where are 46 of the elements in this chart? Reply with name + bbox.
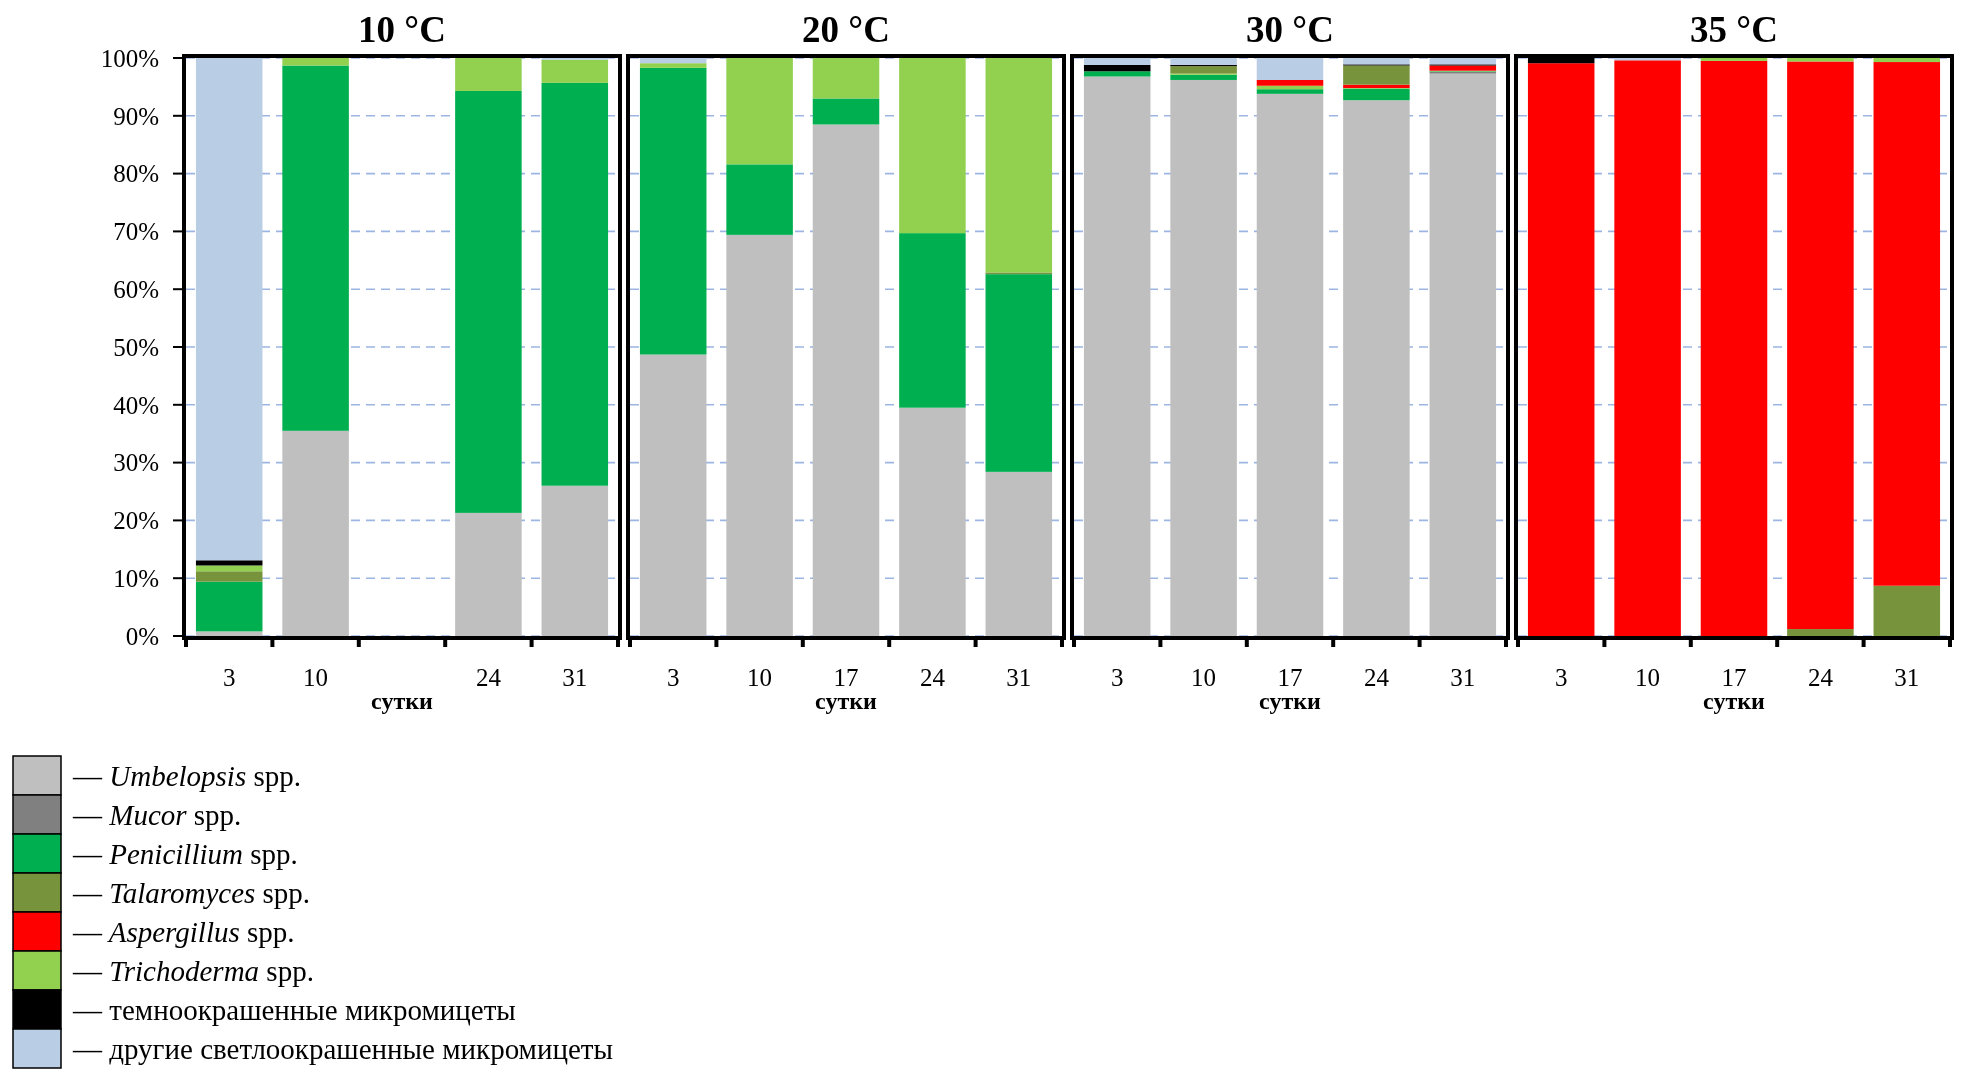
x-tick-label: 24 — [1363, 664, 1390, 691]
x-tick-label: 31 — [1894, 664, 1920, 691]
x-tick-label: 3 — [222, 664, 236, 691]
chart-title: 10 °C — [358, 9, 446, 50]
x-tick-label: 31 — [562, 664, 588, 691]
x-tick-label: 24 — [475, 664, 502, 691]
legend-label: — Penicillium spp. — [72, 837, 298, 870]
x-tick-label: 10 — [303, 664, 329, 691]
chart-title: 35 °C — [1690, 9, 1778, 50]
x-tick-label: 24 — [1807, 664, 1834, 691]
x-axis-title: сутки — [1259, 688, 1322, 714]
chart-title: 30 °C — [1246, 9, 1334, 50]
x-tick-label: 24 — [919, 664, 946, 691]
y-tick-label: 0% — [125, 622, 159, 650]
legend-label: — Trichoderma spp. — [72, 954, 314, 987]
x-tick-label: 17 — [833, 664, 859, 691]
y-tick-label: 70% — [113, 218, 159, 246]
y-tick-label: 60% — [113, 275, 159, 303]
y-tick-label: 40% — [113, 391, 159, 419]
x-tick-label: 3 — [1110, 664, 1124, 691]
legend-label: — темноокрашенные микромицеты — [72, 993, 516, 1026]
x-tick-label: 17 — [1721, 664, 1747, 691]
x-axis-title: сутки — [1703, 688, 1766, 714]
y-tick-label: 50% — [113, 333, 159, 361]
y-tick-label: 30% — [113, 449, 159, 477]
x-tick-label: 3 — [666, 664, 680, 691]
x-tick-label: 31 — [1006, 664, 1032, 691]
x-axis-title: сутки — [371, 688, 434, 714]
y-tick-label: 10% — [113, 564, 159, 592]
y-tick-label: 100% — [100, 44, 159, 72]
y-tick-label: 80% — [113, 160, 159, 188]
legend-label: — другие светлоокрашенные микромицеты — [72, 1032, 613, 1065]
x-tick-label: 17 — [1277, 664, 1303, 691]
y-tick-label: 90% — [113, 102, 159, 130]
legend-label: — Umbelopsis spp. — [72, 759, 301, 792]
legend-label: — Mucor spp. — [72, 798, 242, 831]
legend-label: — Aspergillus spp. — [72, 915, 295, 948]
y-tick-label: 20% — [113, 507, 159, 535]
legend-label: — Talaromyces spp. — [72, 876, 311, 909]
x-tick-label: 10 — [1635, 664, 1661, 691]
x-tick-label: 31 — [1450, 664, 1476, 691]
chart-title: 20 °C — [802, 9, 890, 50]
x-tick-label: 3 — [1554, 664, 1568, 691]
x-tick-label: 10 — [1191, 664, 1217, 691]
x-tick-label: 10 — [747, 664, 773, 691]
x-axis-title: сутки — [815, 688, 878, 714]
